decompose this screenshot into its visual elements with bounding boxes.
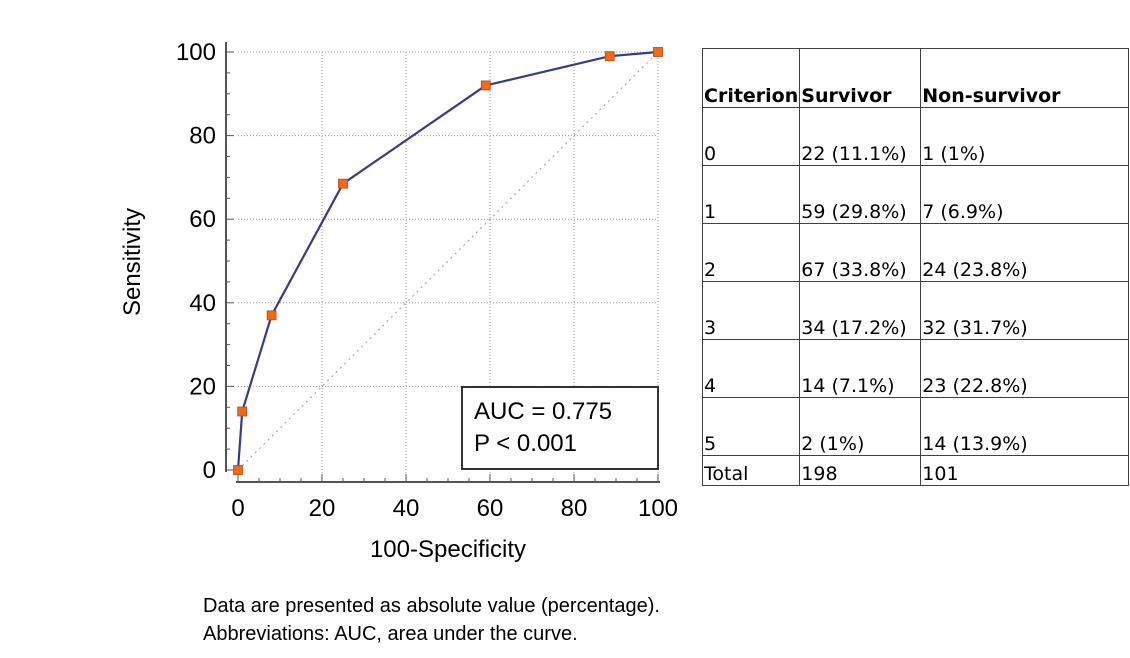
table-header-cell: Non-survivor [920,48,1130,108]
table-cell: 22 (11.1%) [799,107,922,166]
table-row: 0 22 (11.1%) 1 (1%) [701,107,1130,166]
auc-value-text: AUC = 0.775 [474,398,612,425]
table-cell: 5 [701,397,801,456]
axes [225,42,660,483]
y-tick-label: 80 [189,123,216,150]
y-tick-label: 60 [189,206,216,233]
y-axis-label: Sensitivity [119,208,146,316]
table-cell: 7 (6.9%) [920,165,1130,224]
roc-point-marker [233,465,243,475]
table-cell: 198 [799,455,922,486]
table-row: 5 2 (1%) 14 (13.9%) [701,397,1130,456]
footnote-line: Abbreviations: AUC, area under the curve… [203,623,578,645]
y-tick-label: 40 [189,290,216,317]
table-header-row: Criterion Survivor Non-survivor [701,48,1130,108]
table-cell: 1 (1%) [920,107,1130,166]
x-tick-label: 60 [477,495,504,522]
table-cell: 4 [701,339,801,398]
roc-point-marker [604,51,615,62]
table-cell: 101 [920,455,1130,486]
y-tick-label: 20 [189,373,216,400]
table-cell: 2 (1%) [799,397,922,456]
x-axis-label: 100-Specificity [370,536,526,563]
tick-labels: 0 20 40 60 80 100 0 20 40 60 80 100 [176,39,678,522]
roc-chart: 0 20 40 60 80 100 0 20 40 60 80 100 100-Specificity… [119,39,678,563]
table-row: 4 14 (7.1%) 23 (22.8%) [701,339,1130,398]
x-tick-label: 20 [309,495,336,522]
table-header-cell: Survivor [799,48,922,108]
table-total-row: Total 198 101 [701,455,1130,486]
roc-point-marker [653,47,663,57]
criterion-table: Criterion Survivor Non-survivor 0 22 (11… [701,48,1130,486]
table-cell: 3 [701,281,801,340]
roc-markers [233,47,663,475]
auc-annotation-box: AUC = 0.775 P < 0.001 [461,386,659,470]
table-cell: 34 (17.2%) [799,281,922,340]
table-header-cell: Criterion [701,48,801,108]
x-tick-label: 100 [638,495,678,522]
table-row: 2 67 (33.8%) 24 (23.8%) [701,223,1130,282]
y-tick-label: 0 [203,457,216,484]
table-cell: 24 (23.8%) [920,223,1130,282]
p-value-text: P < 0.001 [474,430,577,457]
footnote-line: Data are presented as absolute value (pe… [203,595,660,617]
table-cell: Total [701,455,801,486]
roc-point-marker [266,310,277,321]
y-tick-label: 100 [176,39,216,66]
table-cell: 14 (13.9%) [920,397,1130,456]
roc-point-marker [480,80,491,91]
x-tick-label: 40 [393,495,420,522]
table-cell: 2 [701,223,801,282]
table-row: 1 59 (29.8%) 7 (6.9%) [701,165,1130,224]
footnotes: Data are presented as absolute value (pe… [203,592,660,648]
x-tick-label: 80 [561,495,588,522]
table-cell: 32 (31.7%) [920,281,1130,340]
reference-diagonal [237,51,659,471]
table-cell: 23 (22.8%) [920,339,1130,398]
table-cell: 67 (33.8%) [799,223,922,282]
table-cell: 14 (7.1%) [799,339,922,398]
x-tick-label: 0 [231,495,244,522]
table-cell: 1 [701,165,801,224]
roc-point-marker [237,406,248,417]
table-cell: 0 [701,107,801,166]
roc-point-marker [338,178,348,189]
table-cell: 59 (29.8%) [799,165,922,224]
table-row: 3 34 (17.2%) 32 (31.7%) [701,281,1130,340]
grid [238,51,659,476]
